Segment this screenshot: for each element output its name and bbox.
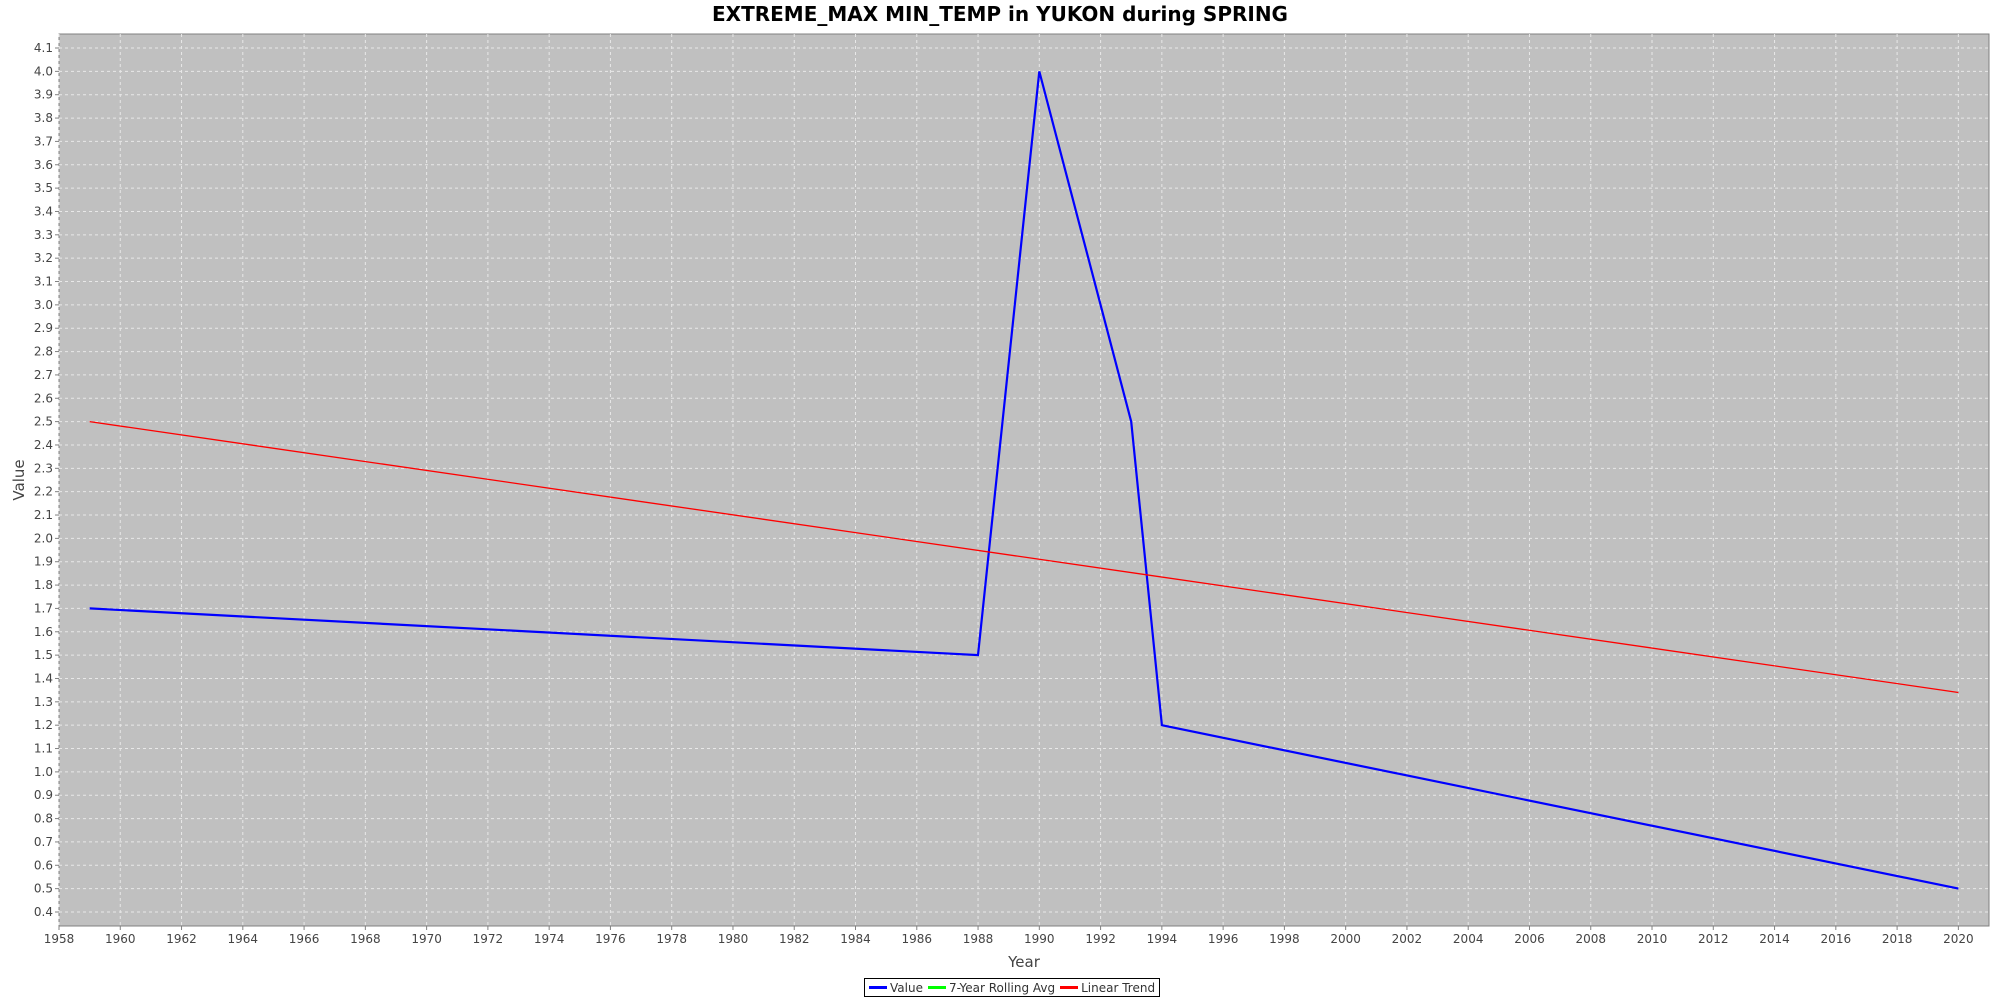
y-tick-label: 0.6 [34, 858, 53, 872]
y-tick-label: 0.8 [34, 812, 53, 826]
y-tick-label: 0.4 [34, 905, 53, 919]
x-tick-label: 1974 [534, 932, 565, 946]
legend: Value 7-Year Rolling Avg Linear Trend [864, 978, 1161, 997]
x-tick-label: 2000 [1330, 932, 1361, 946]
y-tick-label: 3.2 [34, 251, 53, 265]
y-tick-label: 3.0 [34, 298, 53, 312]
y-tick-label: 2.8 [34, 345, 53, 359]
y-tick-label: 1.4 [34, 671, 53, 685]
series-lines [89, 71, 1959, 890]
y-tick-label: 2.7 [34, 368, 53, 382]
legend-item-7-year-rolling-avg: 7-Year Rolling Avg [927, 980, 1056, 995]
x-axis-label: Year [1007, 953, 1041, 971]
legend-label: Value [890, 980, 923, 995]
x-tick-label: 1986 [902, 932, 933, 946]
x-tick-label: 1964 [228, 932, 259, 946]
y-tick-label: 2.6 [34, 391, 53, 405]
y-tick-label: 0.7 [34, 835, 53, 849]
x-tick-label: 1988 [963, 932, 994, 946]
x-tick-label: 2016 [1821, 932, 1852, 946]
y-tick-label: 3.1 [34, 275, 53, 289]
x-tick-label: 1978 [656, 932, 687, 946]
x-tick-label: 1982 [779, 932, 810, 946]
y-tick-label: 2.1 [34, 508, 53, 522]
x-tick-label: 2012 [1698, 932, 1729, 946]
x-tick-label: 2004 [1453, 932, 1484, 946]
x-tick-label: 2008 [1575, 932, 1606, 946]
y-tick-label: 1.8 [34, 578, 53, 592]
x-tick-label: 2014 [1759, 932, 1790, 946]
x-axis-ticks: 1958 1960 1962 1964 1966 1968 1970 1972 1974 1976… [44, 926, 1974, 946]
y-tick-label: 2.3 [34, 461, 53, 475]
x-tick-label: 1968 [350, 932, 381, 946]
y-tick-label: 2.4 [34, 438, 53, 452]
y-tick-label: 1.5 [34, 648, 53, 662]
x-tick-label: 1984 [840, 932, 871, 946]
x-tick-label: 1998 [1269, 932, 1300, 946]
y-tick-label: 3.7 [34, 134, 53, 148]
plot-area [58, 33, 1990, 927]
y-tick-label: 2.2 [34, 485, 53, 499]
x-tick-label: 1976 [595, 932, 626, 946]
y-tick-label: 1.7 [34, 601, 53, 615]
y-tick-label: 3.4 [34, 204, 53, 218]
legend-item-linear-trend: Linear Trend [1060, 981, 1155, 995]
y-tick-label: 3.3 [34, 228, 53, 242]
y-tick-label: 2.9 [34, 321, 53, 335]
legend-swatch [1060, 986, 1079, 989]
x-tick-label: 1992 [1085, 932, 1116, 946]
x-tick-label: 2018 [1882, 932, 1913, 946]
y-tick-label: 3.9 [34, 88, 53, 102]
x-tick-label: 2010 [1637, 932, 1668, 946]
x-tick-label: 2006 [1514, 932, 1545, 946]
y-tick-label: 2.0 [34, 531, 53, 545]
y-axis-ticks: 0.4 0.5 0.6 0.7 0.8 0.9 1.0 1.1 1.2 1.3 1.4 1.5 1.6 1… [34, 41, 59, 919]
x-tick-label: 1958 [44, 932, 75, 946]
x-tick-label: 1966 [289, 932, 320, 946]
x-tick-label: 2020 [1943, 932, 1974, 946]
x-tick-label: 1990 [1024, 932, 1055, 946]
x-tick-label: 1972 [473, 932, 504, 946]
y-tick-label: 0.9 [34, 788, 53, 802]
x-tick-label: 1994 [1147, 932, 1178, 946]
y-tick-label: 3.8 [34, 111, 53, 125]
series-line-linear-trend [89, 420, 1959, 694]
y-tick-label: 1.2 [34, 718, 53, 732]
legend-swatch [927, 986, 946, 989]
y-tick-label: 2.5 [34, 415, 53, 429]
y-tick-label: 4.1 [34, 41, 53, 55]
y-axis-label: Value [10, 459, 28, 500]
legend-item-value: Value [869, 981, 923, 995]
chart-title: EXTREME_MAX MIN_TEMP in YUKON during SPR… [712, 2, 1288, 26]
y-tick-label: 1.1 [34, 742, 53, 756]
x-tick-label: 1970 [411, 932, 442, 946]
legend-swatch [869, 986, 887, 989]
grid-lines [58, 34, 1989, 926]
x-tick-label: 1996 [1208, 932, 1239, 946]
y-tick-label: 1.9 [34, 555, 53, 569]
y-tick-label: 1.6 [34, 625, 53, 639]
y-tick-label: 0.5 [34, 882, 53, 896]
y-tick-label: 3.6 [34, 158, 53, 172]
x-tick-label: 1960 [105, 932, 136, 946]
y-tick-label: 1.3 [34, 695, 53, 709]
legend-label: Linear Trend [1081, 980, 1156, 995]
series-line-value [89, 71, 1959, 890]
y-tick-label: 1.0 [34, 765, 53, 779]
x-tick-label: 1962 [166, 932, 197, 946]
legend-label: 7-Year Rolling Avg [948, 980, 1056, 995]
x-tick-label: 2002 [1392, 932, 1423, 946]
y-tick-label: 3.5 [34, 181, 53, 195]
x-tick-label: 1980 [718, 932, 749, 946]
y-tick-label: 4.0 [34, 64, 53, 78]
